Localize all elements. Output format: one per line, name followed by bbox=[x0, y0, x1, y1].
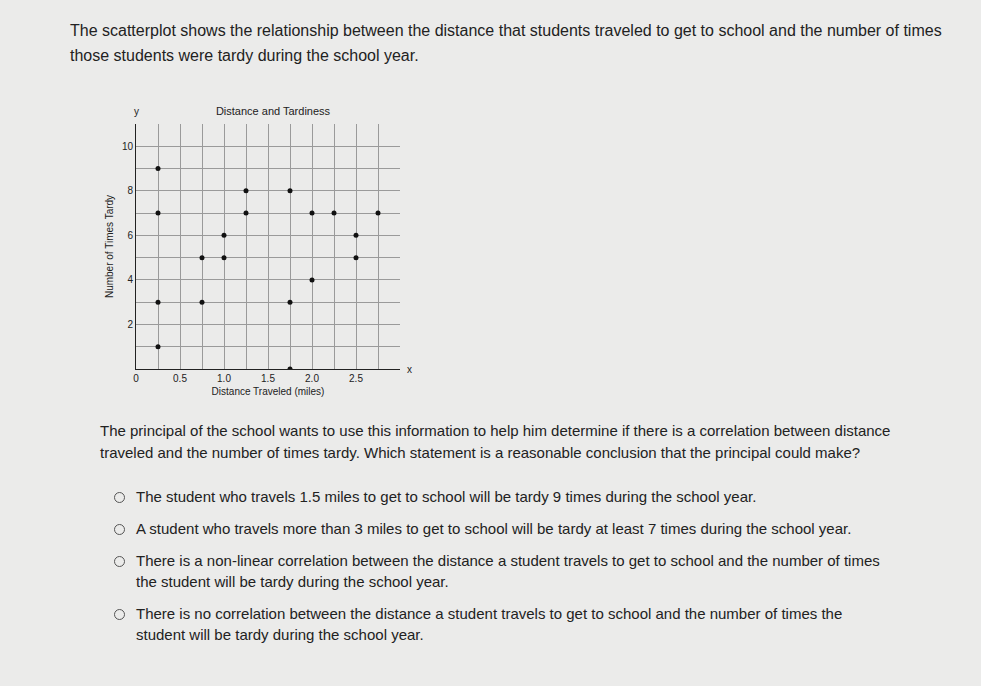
svg-text:y: y bbox=[134, 106, 139, 117]
svg-text:8: 8 bbox=[127, 185, 133, 196]
svg-text:x: x bbox=[407, 364, 412, 375]
html-text:A student who travels more tha: A student who travels more than 3 miles … bbox=[136, 520, 852, 537]
svg-text:1.5: 1.5 bbox=[261, 373, 275, 384]
svg-text:1.0: 1.0 bbox=[217, 373, 231, 384]
html-text:There is no correlation betwee: There is no correlation between the dist… bbox=[136, 605, 843, 643]
svg-text:6: 6 bbox=[127, 230, 133, 241]
svg-text:2.0: 2.0 bbox=[305, 373, 319, 384]
svg-text:10: 10 bbox=[122, 141, 134, 152]
svg-text:Distance and Tardiness: Distance and Tardiness bbox=[216, 105, 331, 117]
svg-text:Number of Times Tardy: Number of Times Tardy bbox=[104, 195, 115, 298]
svg-text:2.5: 2.5 bbox=[349, 373, 363, 384]
html-text:There is a non-linear correlat: There is a non-linear correlation betwee… bbox=[136, 552, 880, 590]
html-text:The student who travels 1.5 mi: The student who travels 1.5 miles to get… bbox=[136, 488, 757, 505]
html-text:The principal of the school wa: The principal of the school wants to use… bbox=[100, 422, 891, 461]
svg-text:4: 4 bbox=[127, 274, 133, 285]
svg-text:Distance Traveled (miles): Distance Traveled (miles) bbox=[212, 386, 325, 397]
html-text:The scatterplot shows the rela: The scatterplot shows the relationship b… bbox=[70, 22, 942, 64]
svg-text:0: 0 bbox=[133, 373, 139, 384]
svg-text:0.5: 0.5 bbox=[173, 373, 187, 384]
svg-text:2: 2 bbox=[127, 319, 133, 330]
